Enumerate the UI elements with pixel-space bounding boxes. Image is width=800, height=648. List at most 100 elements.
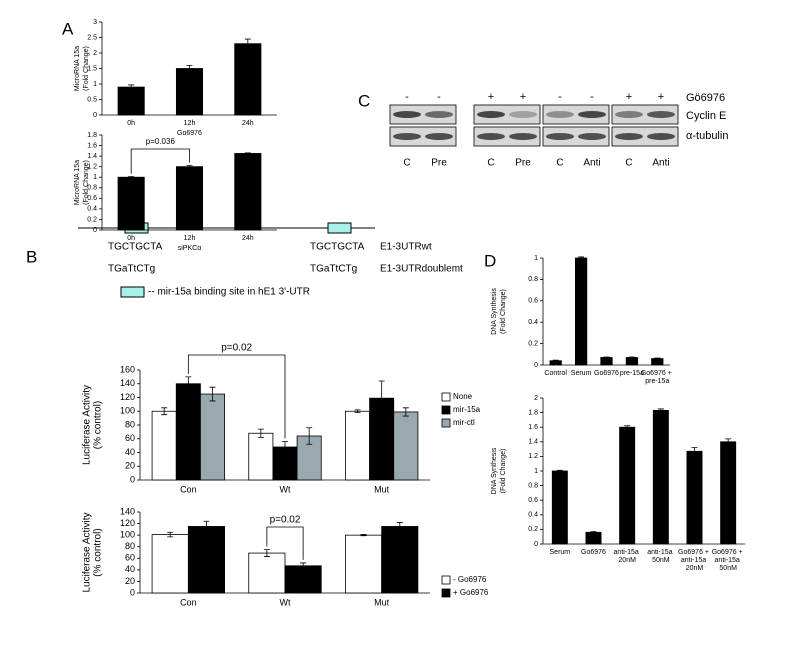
y-tick-label: 0 xyxy=(93,112,97,119)
bar xyxy=(686,450,703,545)
legend-label: None xyxy=(453,392,473,401)
bar xyxy=(117,86,145,116)
y-tick-label: 40 xyxy=(125,564,135,574)
y-tick-label: 1.6 xyxy=(528,424,538,431)
error-bar xyxy=(691,447,698,456)
legend-swatch xyxy=(441,392,451,402)
blot-frame xyxy=(473,126,541,147)
bar xyxy=(187,526,225,594)
y-tick-label: 0 xyxy=(130,587,135,597)
y-tick-label: 60 xyxy=(125,553,135,563)
y-axis-label: MicroRNA 15a xyxy=(74,160,81,205)
y-axis-label: MicroRNA 15a xyxy=(74,46,81,91)
y-tick-label: 1.8 xyxy=(528,409,538,416)
bar xyxy=(585,531,602,545)
lane-label: C xyxy=(556,158,563,169)
y-tick-label: 0.4 xyxy=(528,319,538,326)
y-axis-label: (Fold Change) xyxy=(500,289,507,334)
y-tick-label: 40 xyxy=(125,447,135,457)
blot-band xyxy=(509,111,537,118)
y-tick-label: 140 xyxy=(120,378,135,388)
blot-band xyxy=(578,133,606,140)
y-axis-label: DNA Synthesis xyxy=(491,288,498,335)
blot-band xyxy=(393,133,421,140)
bar xyxy=(619,426,636,545)
y-tick-label: 0.6 xyxy=(87,195,97,202)
y-tick-label: 1.8 xyxy=(87,132,97,139)
x-tick-label: 24h xyxy=(242,235,254,242)
x-tick-label: Go6976 xyxy=(594,370,619,377)
significance-bracket xyxy=(130,148,190,174)
y-tick-label: 20 xyxy=(125,461,135,471)
x-tick-label: 12h xyxy=(184,235,196,242)
lane-label: C xyxy=(625,158,632,169)
bar xyxy=(720,441,737,545)
p-value: p=0.036 xyxy=(146,137,176,146)
y-tick-label: 80 xyxy=(125,541,135,551)
treatment-sign: + xyxy=(658,91,664,103)
error-bar xyxy=(128,176,135,179)
bar xyxy=(600,357,613,366)
blot-band xyxy=(425,111,453,118)
bar xyxy=(200,393,225,481)
x-tick-label: Con xyxy=(180,484,197,494)
error-bar xyxy=(244,152,251,155)
y-tick-label: 1.6 xyxy=(87,142,97,149)
lane-label: Anti xyxy=(583,158,600,169)
x-tick-label: 0h xyxy=(127,120,135,127)
panel-label: C xyxy=(358,91,370,110)
y-tick-label: 0.4 xyxy=(87,206,97,213)
error-bar xyxy=(402,407,409,417)
y-tick-label: 0.6 xyxy=(528,497,538,504)
error-bar xyxy=(629,356,635,359)
error-bar xyxy=(360,534,367,537)
x-tick-label: Con xyxy=(180,597,197,607)
y-tick-label: 2 xyxy=(93,50,97,57)
lane-label: C xyxy=(403,158,410,169)
y-tick-label: 2.5 xyxy=(87,34,97,41)
bar xyxy=(151,534,189,594)
legend-label: - Go6976 xyxy=(453,575,487,584)
construct-label: E1-3UTRdoublemt xyxy=(380,264,463,275)
y-tick-label: 1 xyxy=(534,255,538,262)
x-tick-label: Go6976 + anti-15a 20nM xyxy=(678,549,711,572)
blot-frame xyxy=(611,126,679,147)
y-tick-label: 1.2 xyxy=(87,164,97,171)
blot-band xyxy=(546,111,574,118)
blot-band xyxy=(615,133,643,140)
treatment-sign: - xyxy=(590,91,594,103)
blot-band xyxy=(647,111,675,118)
y-tick-label: 0.8 xyxy=(528,276,538,283)
error-bar xyxy=(244,38,251,49)
x-tick-label: 0h xyxy=(127,235,135,242)
x-axis-label: Go6976 xyxy=(177,130,202,137)
y-tick-label: 20 xyxy=(125,576,135,586)
x-tick-label: Wt xyxy=(280,484,291,494)
y-tick-label: 0.2 xyxy=(528,340,538,347)
legend-swatch xyxy=(441,588,451,598)
bar xyxy=(625,357,639,366)
row-label: Cyclin E xyxy=(686,110,726,122)
y-axis-label: (% control) xyxy=(93,528,104,576)
y-axis-label: (Fold Change) xyxy=(500,449,507,494)
x-tick-label: Go6976 + pre-15a xyxy=(641,370,674,385)
y-tick-label: 1 xyxy=(534,468,538,475)
y-tick-label: 100 xyxy=(120,530,135,540)
y-tick-label: 0.8 xyxy=(87,185,97,192)
x-tick-label: anti-15a 20nM xyxy=(614,549,641,564)
blot-band xyxy=(509,133,537,140)
y-tick-label: 1 xyxy=(93,81,97,88)
bar xyxy=(151,410,177,481)
error-bar xyxy=(556,469,563,473)
y-tick-label: 0 xyxy=(130,474,135,484)
blot-band xyxy=(477,133,505,140)
y-tick-label: 1.4 xyxy=(87,153,97,160)
bar xyxy=(345,534,383,594)
y-tick-label: 120 xyxy=(120,392,135,402)
treatment-sign: + xyxy=(488,91,494,103)
blot-band xyxy=(477,111,505,118)
bar xyxy=(381,526,419,594)
lane-label: C xyxy=(487,158,494,169)
treatment-sign: + xyxy=(626,91,632,103)
blot-frame xyxy=(611,104,679,125)
